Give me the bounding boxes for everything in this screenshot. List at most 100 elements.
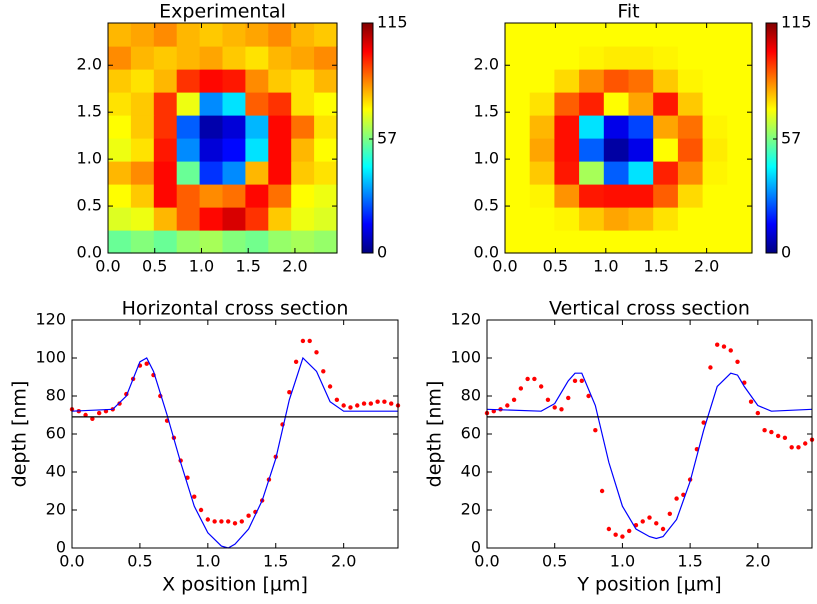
- heatmap-cell: [653, 138, 678, 162]
- y-tick-label: 120: [450, 310, 481, 329]
- data-point: [206, 517, 210, 521]
- data-point: [593, 428, 597, 432]
- data-point: [654, 521, 658, 525]
- x-tick-label: 1.0: [593, 257, 618, 276]
- y-tick-label: 60: [461, 424, 481, 443]
- colorbar-tick-label: 0: [377, 243, 387, 262]
- heatmap-cell: [108, 46, 132, 70]
- x-axis-label: Y position [μm]: [576, 574, 721, 596]
- heatmap-cell: [554, 207, 579, 231]
- colorbar-tick-label: 0: [781, 243, 791, 262]
- heatmap-cell: [177, 184, 201, 208]
- heatmap-cell: [505, 69, 530, 93]
- data-point: [294, 360, 298, 364]
- data-point: [708, 365, 712, 369]
- data-point: [355, 403, 359, 407]
- heatmap-cell: [579, 184, 604, 208]
- heatmap-cell: [629, 69, 654, 93]
- y-tick-label: 20: [461, 500, 481, 519]
- heatmap-cell: [505, 46, 530, 70]
- heatmap-cell: [703, 207, 728, 231]
- chart-title: Fit: [617, 1, 639, 23]
- heatmap-cell: [154, 184, 178, 208]
- heatmap-cell: [678, 115, 703, 139]
- heatmap-cell: [579, 138, 604, 162]
- heatmap-cell: [678, 69, 703, 93]
- data-point: [219, 519, 223, 523]
- heatmap-cell: [604, 46, 629, 70]
- heatmap-cell: [554, 230, 579, 254]
- chart-title: Horizontal cross section: [122, 298, 349, 320]
- heatmap-cell: [268, 92, 292, 116]
- heatmap-cell: [629, 115, 654, 139]
- heatmap-cell: [554, 23, 579, 47]
- heatmap-cell: [223, 230, 247, 254]
- data-point: [348, 405, 352, 409]
- data-point: [796, 445, 800, 449]
- heatmap-cell: [579, 46, 604, 70]
- heatmap-cell: [727, 230, 752, 254]
- data-point: [674, 496, 678, 500]
- data-point: [559, 407, 563, 411]
- heatmap-cell: [131, 230, 155, 254]
- heatmap-cell: [108, 161, 132, 185]
- data-point: [199, 508, 203, 512]
- x-tick-label: 2.0: [745, 552, 770, 571]
- heatmap-cell: [505, 230, 530, 254]
- heatmap-cell: [131, 69, 155, 93]
- heatmap-cell: [554, 161, 579, 185]
- data-point: [620, 534, 624, 538]
- heatmap-cell: [505, 23, 530, 47]
- y-tick-label: 40: [461, 462, 481, 481]
- colorbar-tick-label: 115: [377, 13, 408, 32]
- heatmap-cell: [629, 23, 654, 47]
- heatmap-cell: [291, 207, 315, 231]
- heatmap-cell: [629, 184, 654, 208]
- heatmap-cell: [291, 161, 315, 185]
- heatmap-cell: [653, 46, 678, 70]
- heatmap-cell: [177, 23, 201, 47]
- heatmap-cell: [530, 184, 555, 208]
- heatmap-cell: [177, 69, 201, 93]
- data-point: [735, 360, 739, 364]
- data-point: [525, 377, 529, 381]
- plot-frame: [72, 320, 398, 548]
- heatmap-cell: [314, 230, 338, 254]
- heatmap-cell: [131, 115, 155, 139]
- data-point: [546, 398, 550, 402]
- data-point: [192, 495, 196, 499]
- heatmap-cell: [579, 69, 604, 93]
- x-tick-label: 2.0: [331, 552, 356, 571]
- heatmap-cell: [604, 161, 629, 185]
- heatmap-cell: [703, 46, 728, 70]
- heatmap-cell: [703, 161, 728, 185]
- heatmap-cell: [727, 115, 752, 139]
- heatmap-cell: [554, 138, 579, 162]
- heatmap-cell: [314, 184, 338, 208]
- data-point: [240, 519, 244, 523]
- heatmap-cell: [314, 138, 338, 162]
- heatmap-cell: [653, 115, 678, 139]
- heatmap-cell: [154, 230, 178, 254]
- heatmap-cell: [530, 69, 555, 93]
- heatmap-cell: [678, 138, 703, 162]
- heatmap-cell: [579, 23, 604, 47]
- data-point: [505, 403, 509, 407]
- heatmap-cell: [505, 184, 530, 208]
- data-point: [762, 428, 766, 432]
- heatmap-cell: [154, 92, 178, 116]
- heatmap-cell: [678, 23, 703, 47]
- y-tick-label: 1.5: [77, 102, 102, 121]
- heatmap-cell: [554, 69, 579, 93]
- heatmap-cell: [268, 161, 292, 185]
- heatmap-cell: [223, 23, 247, 47]
- heatmap-cell: [131, 23, 155, 47]
- y-tick-label: 120: [35, 310, 66, 329]
- data-point: [756, 411, 760, 415]
- heatmap-cell: [579, 161, 604, 185]
- heatmap-cell: [653, 230, 678, 254]
- heatmap-cell: [291, 115, 315, 139]
- data-point: [301, 339, 305, 343]
- heatmap-cell: [629, 46, 654, 70]
- heatmap-cell: [245, 23, 269, 47]
